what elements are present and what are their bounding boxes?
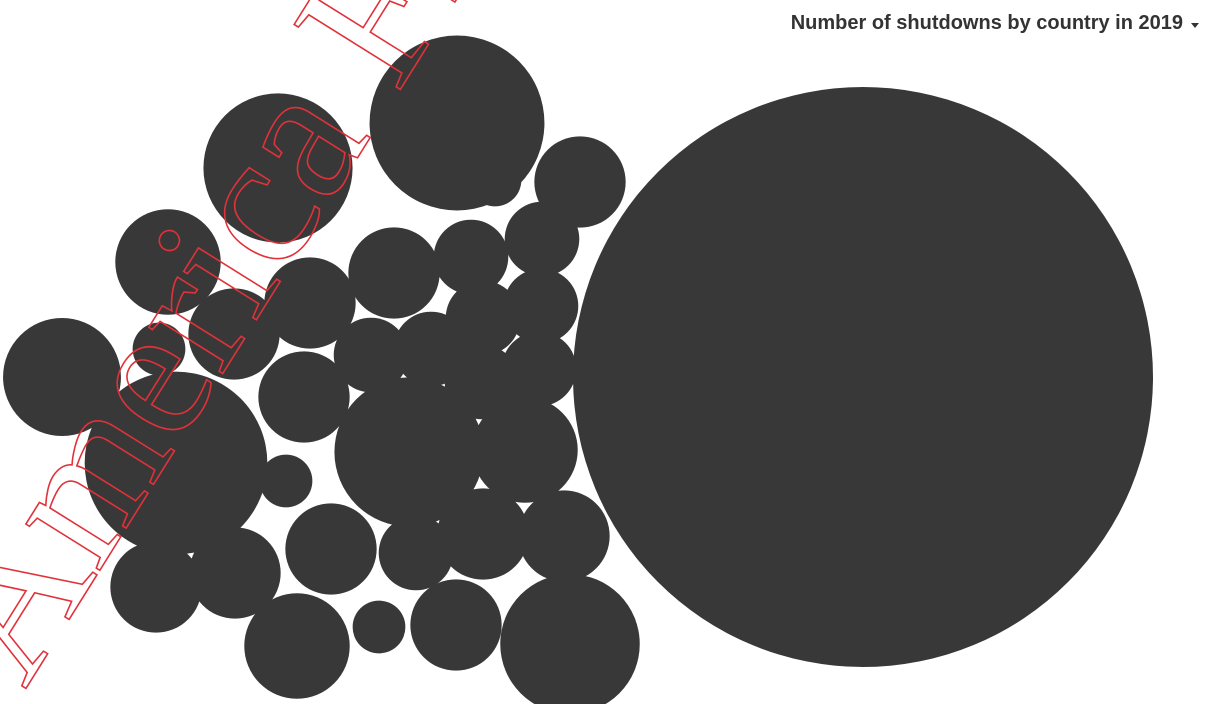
bubble[interactable] xyxy=(259,454,313,508)
bubble[interactable] xyxy=(393,311,469,387)
chart-title: Number of shutdowns by country in 2019 xyxy=(790,12,1183,34)
bubble[interactable] xyxy=(110,541,202,633)
bubble[interactable] xyxy=(410,579,502,671)
bubble[interactable] xyxy=(518,490,610,582)
bubble[interactable] xyxy=(433,219,509,295)
bubble[interactable] xyxy=(132,322,186,376)
bubble[interactable] xyxy=(501,331,577,407)
bubble[interactable] xyxy=(203,93,353,243)
chart-title-dropdown[interactable]: Number of shutdowns by country in 2019 xyxy=(791,12,1199,35)
bubble[interactable] xyxy=(472,397,578,503)
bubble[interactable] xyxy=(378,515,454,591)
bubble[interactable] xyxy=(285,503,377,595)
bubble[interactable] xyxy=(504,201,580,277)
bubble[interactable] xyxy=(333,317,409,393)
bubble[interactable] xyxy=(468,153,522,207)
bubble[interactable] xyxy=(437,488,529,580)
bubble[interactable] xyxy=(84,371,268,555)
bubble[interactable] xyxy=(486,93,540,147)
bubble[interactable] xyxy=(258,351,350,443)
bubble[interactable] xyxy=(348,227,440,319)
caret-down-icon xyxy=(1191,22,1199,28)
bubble[interactable] xyxy=(264,257,356,349)
bubble[interactable] xyxy=(352,600,406,654)
bubble[interactable] xyxy=(503,268,579,344)
bubble[interactable] xyxy=(334,377,484,527)
bubble[interactable] xyxy=(534,136,626,228)
bubble[interactable] xyxy=(115,209,221,315)
bubble[interactable] xyxy=(573,87,1153,667)
bubble-group xyxy=(3,35,1153,704)
bubble[interactable] xyxy=(3,318,121,436)
bubble[interactable] xyxy=(189,527,281,619)
bubble[interactable] xyxy=(188,288,280,380)
bubble[interactable] xyxy=(515,601,569,655)
bubble[interactable] xyxy=(244,593,350,699)
